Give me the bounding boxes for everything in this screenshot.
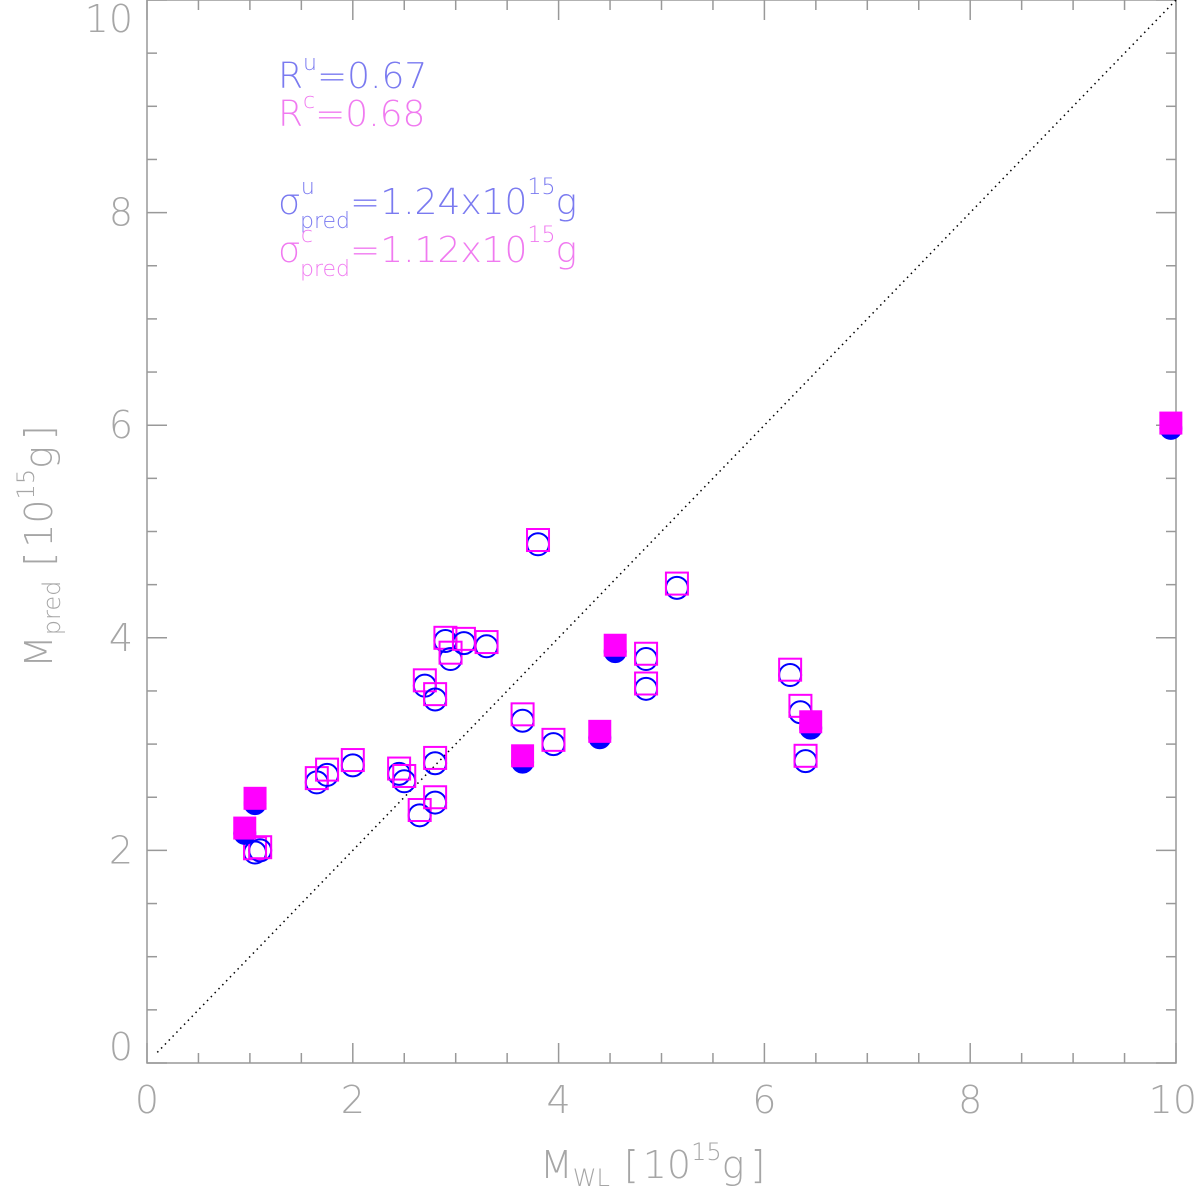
uncorrected-point [392, 769, 417, 794]
y-tick-labels: 0 2 4 6 8 10 [85, 0, 133, 1069]
x-tick-label: 6 [752, 1078, 776, 1122]
y-tick-label: 0 [109, 1025, 133, 1069]
uncorrected-point [793, 749, 818, 774]
corrected-point [526, 528, 551, 553]
x-axis-title: MWL[1015g] [540, 1138, 765, 1188]
x-tick-label: 10 [1149, 1078, 1197, 1122]
uncorrected-point [423, 751, 448, 776]
stat-sigma-u: σu pred=1.24x1015g [278, 175, 577, 234]
corrected-point [474, 630, 499, 655]
corrected-point [664, 571, 689, 596]
corrected-point-filled [243, 786, 267, 810]
corrected-point [634, 671, 659, 696]
y-axis-title: Mpred[1015g] [12, 425, 66, 668]
corrected-point [248, 835, 273, 860]
y-tick-label: 4 [109, 616, 133, 660]
uncorrected-point [510, 708, 535, 733]
corrected-point-filled [799, 710, 823, 734]
corrected-point [510, 702, 535, 727]
corrected-point [407, 798, 432, 823]
corrected-point-filled [511, 744, 535, 768]
corrected-point [541, 727, 566, 752]
corrected-point [438, 640, 463, 665]
stat-r-c: Rc=0.68 [278, 89, 425, 135]
corrected-point-filled [233, 816, 257, 840]
corrected-point-filled [603, 633, 627, 657]
y-tick-label: 2 [109, 828, 133, 872]
corrected-point [423, 785, 448, 810]
x-tick-label: 0 [135, 1078, 159, 1122]
data-points [233, 411, 1183, 865]
corrected-point [778, 657, 803, 682]
tick-marks [146, 0, 1177, 1064]
corrected-point [423, 745, 448, 770]
stat-sigma-c: σc pred=1.12x1015g [278, 223, 577, 282]
y-tick-label: 10 [85, 0, 133, 41]
corrected-point-filled [1159, 411, 1183, 435]
corrected-point [387, 756, 412, 781]
uncorrected-point [634, 647, 659, 672]
corrected-point [634, 641, 659, 666]
corrected-point [423, 682, 448, 707]
uncorrected-point [778, 663, 803, 688]
stat-r-u: Ru=0.67 [278, 51, 427, 97]
corrected-point [392, 763, 417, 788]
corrected-point-filled [588, 719, 612, 743]
corrected-point [793, 743, 818, 768]
corrected-point [315, 757, 340, 782]
corrected-point [340, 748, 365, 773]
uncorrected-point [634, 676, 659, 701]
one-to-one-line [156, 0, 1177, 1053]
uncorrected-point [423, 790, 448, 815]
x-tick-label: 4 [547, 1078, 571, 1122]
uncorrected-point [340, 753, 365, 778]
y-tick-label: 6 [109, 403, 133, 447]
y-tick-label: 8 [109, 191, 133, 235]
x-tick-label: 8 [958, 1078, 982, 1122]
x-tick-label: 2 [341, 1078, 365, 1122]
x-tick-labels: 0 2 4 6 8 10 [135, 1078, 1197, 1122]
uncorrected-point [387, 761, 412, 786]
